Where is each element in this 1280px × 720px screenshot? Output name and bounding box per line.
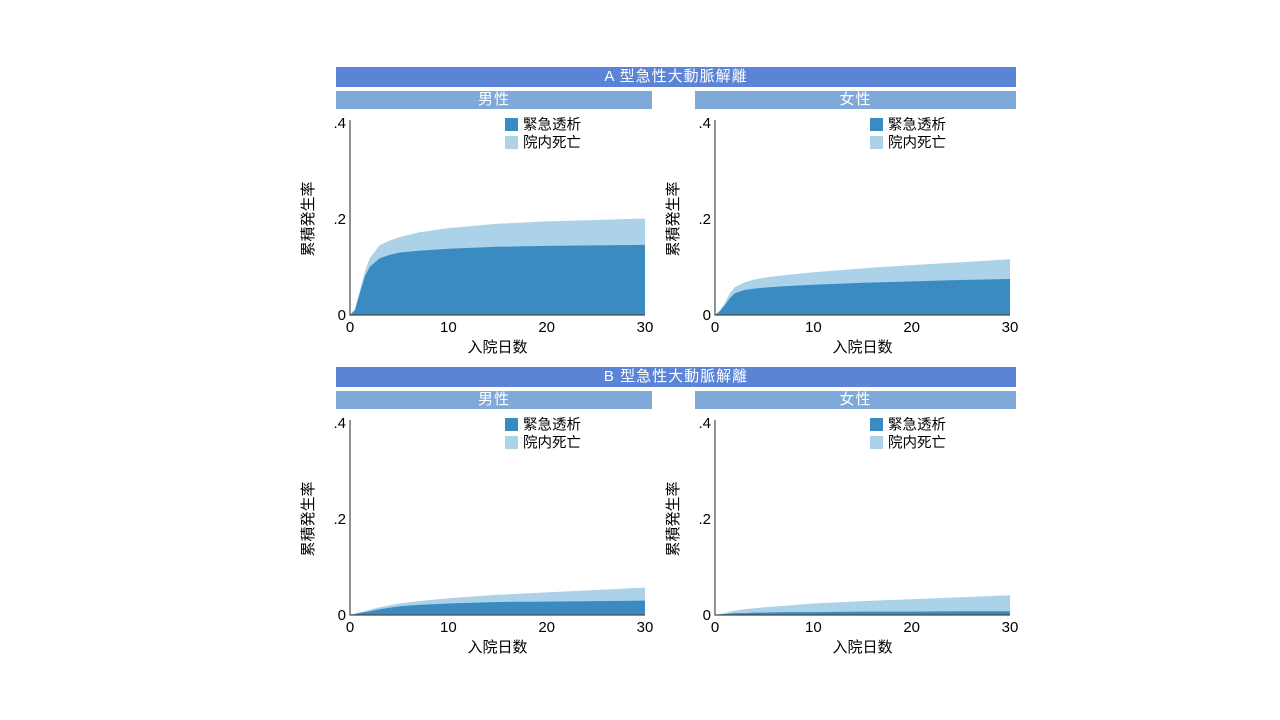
section-b-title-bar: B 型急性大動脈解離 [336,367,1016,387]
legend-swatch-death [505,136,518,149]
legend-label-death: 院内死亡 [523,135,581,152]
y-tick-label: 0 [338,607,346,624]
axis-lines [714,420,1010,616]
x-tick-label: 20 [903,319,920,336]
chart-type-b-female: 0 10 20 30 0 .2 .4 入院日数 累積発生率 緊急透析 院内死亡 [665,410,1027,668]
y-tick-label: .4 [698,415,711,432]
legend-label-death: 院内死亡 [523,435,581,452]
panel-header-b-male: 男性 [336,391,652,409]
x-tick-label: 30 [637,319,654,336]
x-tick-label: 0 [711,319,719,336]
x-tick-label: 0 [346,619,354,636]
y-axis-label: 累積発生率 [300,481,317,556]
legend-label-death: 院内死亡 [888,435,946,452]
y-tick-label: .2 [333,211,346,228]
x-tick-label: 30 [1002,619,1019,636]
y-tick-label: .4 [333,115,346,132]
x-tick-label: 10 [805,619,822,636]
legend-label-dialysis: 緊急透析 [523,117,581,134]
area-dialysis-type-a-male [350,244,645,315]
x-tick-label: 30 [637,619,654,636]
y-tick-label: .4 [698,115,711,132]
y-tick-label: .2 [698,511,711,528]
legend-swatch-dialysis [870,118,883,131]
panel-header-a-female: 女性 [695,91,1016,109]
y-tick-label: 0 [703,307,711,324]
y-axis-label: 累積発生率 [665,481,682,556]
y-tick-label: 0 [703,607,711,624]
x-tick-label: 10 [440,319,457,336]
x-tick-label: 20 [538,619,555,636]
x-tick-label: 30 [1002,319,1019,336]
legend-swatch-death [870,436,883,449]
legend-swatch-dialysis [505,118,518,131]
y-tick-label: 0 [338,307,346,324]
x-tick-label: 10 [440,619,457,636]
legend-swatch-dialysis [505,418,518,431]
area-dialysis-type-b-female [715,611,1010,615]
y-tick-label: .4 [333,415,346,432]
x-tick-label: 0 [711,619,719,636]
chart-type-b-male: 0 10 20 30 0 .2 .4 入院日数 累積発生率 緊急透析 院内死亡 [300,410,662,668]
y-axis-label: 累積発生率 [300,181,317,256]
x-axis-label: 入院日数 [467,338,527,356]
legend-swatch-death [505,436,518,449]
legend-swatch-dialysis [870,418,883,431]
legend-label-dialysis: 緊急透析 [523,417,581,434]
area-dialysis-type-a-female [715,279,1010,315]
area-dialysis-type-b-male [350,600,645,615]
area-death-type-b-female [715,595,1010,615]
legend-swatch-death [870,136,883,149]
x-tick-label: 0 [346,319,354,336]
y-axis-label: 累積発生率 [665,181,682,256]
x-axis-label: 入院日数 [832,338,892,356]
panel-header-a-male: 男性 [336,91,652,109]
x-tick-label: 20 [538,319,555,336]
legend-label-death: 院内死亡 [888,135,946,152]
section-a-title-bar: A 型急性大動脈解離 [336,67,1016,87]
y-tick-label: .2 [333,511,346,528]
x-tick-label: 10 [805,319,822,336]
panel-header-b-female: 女性 [695,391,1016,409]
chart-type-a-female: 0 10 20 30 0 .2 .4 入院日数 累積発生率 緊急透析 院内死亡 [665,110,1027,368]
legend-label-dialysis: 緊急透析 [888,117,946,134]
x-tick-label: 20 [903,619,920,636]
x-axis-label: 入院日数 [467,638,527,656]
figure-canvas: A 型急性大動脈解離 男性 女性 0 10 20 30 0.2.4 入院日数 累積発生率 緊急… [300,60,1040,680]
chart-type-a-male: 0 10 20 30 0 .2 .4 入院日数 累積発生率 緊急透析 院内死亡 [300,110,662,368]
axis-lines [349,420,645,616]
axis-lines [349,120,645,316]
legend-label-dialysis: 緊急透析 [888,417,946,434]
axis-lines [714,120,1010,316]
y-tick-label: .2 [698,211,711,228]
x-axis-label: 入院日数 [832,638,892,656]
